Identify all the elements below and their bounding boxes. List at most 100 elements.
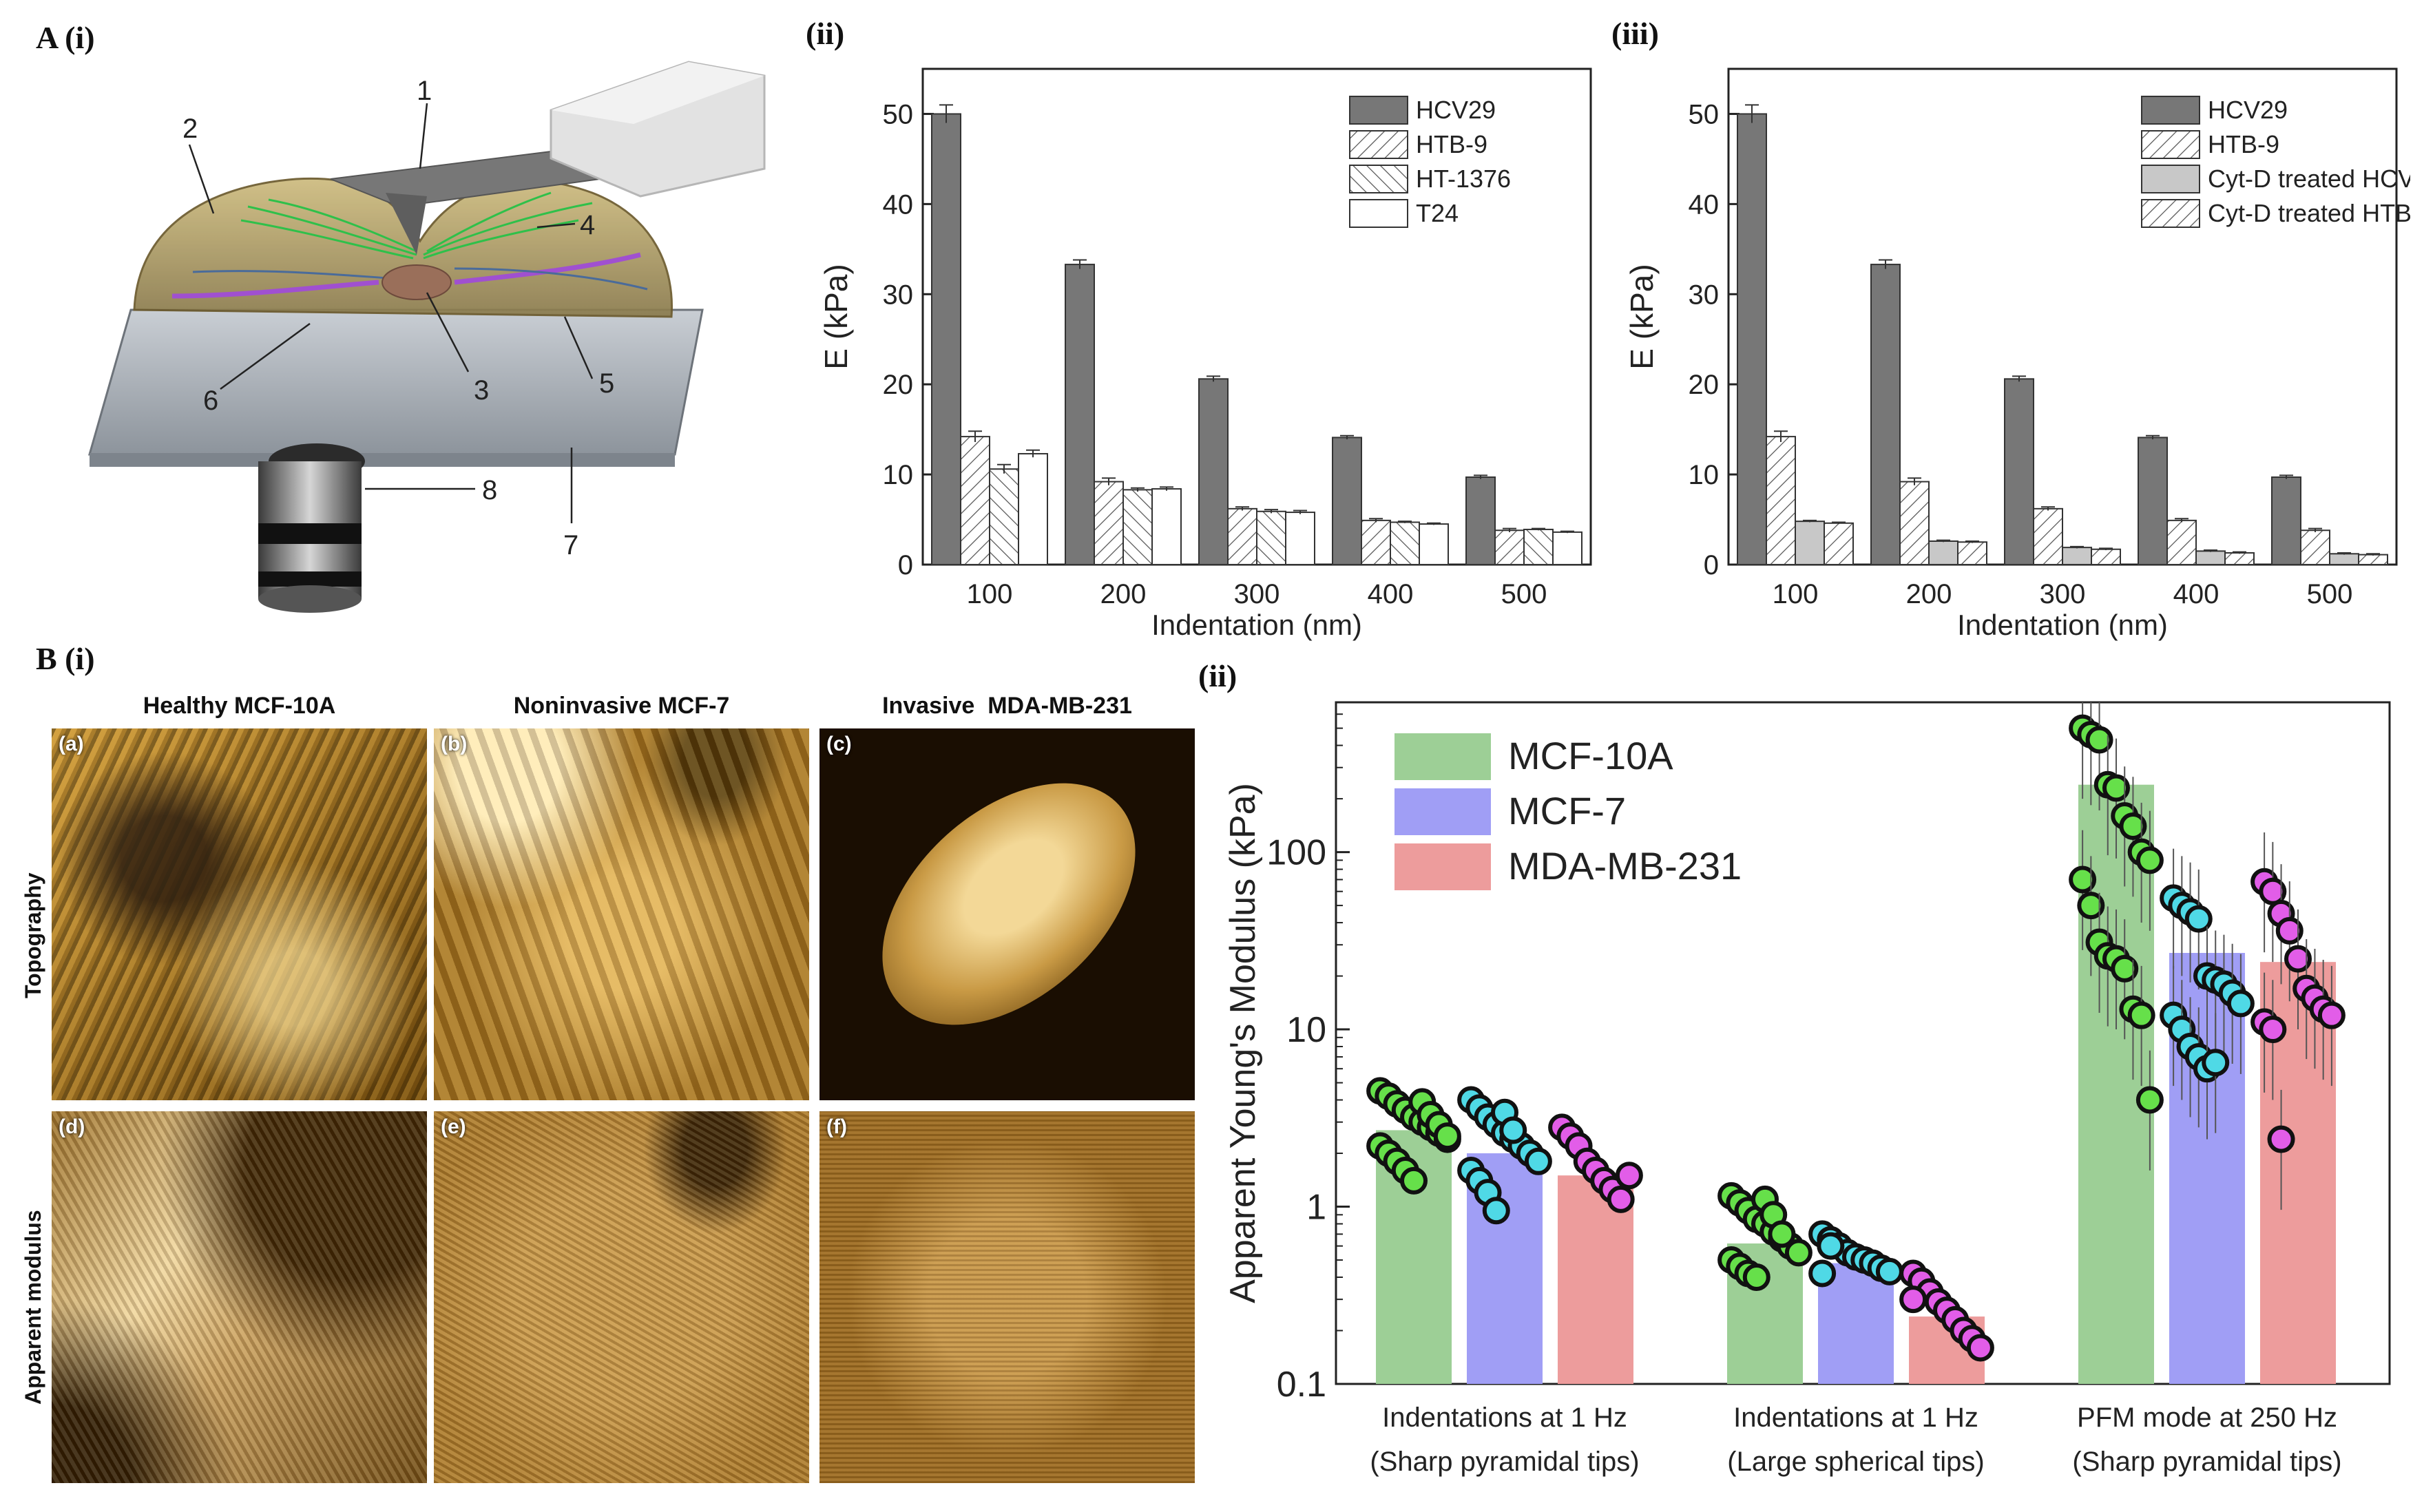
data-point <box>2317 1001 2346 1029</box>
legend-label: HTB-9 <box>2208 130 2279 158</box>
y-axis-label: Apparent Young's Modulus (kPa) <box>1223 783 1263 1303</box>
bar <box>1795 521 1825 565</box>
panel-label-a-ii: (ii) <box>806 16 845 51</box>
data-point <box>1899 1285 1928 1314</box>
callout-5: 5 <box>599 368 614 399</box>
bar-chart-a-iii: 0 10 20 30 40 50 E (kPa) 100 200 300 400 500 Indenta… <box>1624 67 2410 641</box>
tile-label-d: (d) <box>59 1115 85 1138</box>
legend-label: T24 <box>1416 199 1459 227</box>
legend-swatch <box>1349 130 1408 159</box>
callout-2: 2 <box>182 114 198 144</box>
y-tick-label: 50 <box>1689 99 1720 129</box>
bar <box>1065 264 1095 565</box>
legend-label: HT-1376 <box>1416 165 1511 193</box>
x-tick-label: 400 <box>1368 579 1414 609</box>
y-tick-label: 30 <box>883 280 914 310</box>
x-tick-label: 500 <box>2307 579 2353 609</box>
afm-tile-e: (e) <box>434 1111 809 1483</box>
actin-fibers <box>240 191 593 260</box>
bar <box>1824 522 1854 565</box>
data-point <box>1875 1257 1903 1285</box>
tile-label-f: (f) <box>826 1115 847 1138</box>
bar <box>2358 554 2388 565</box>
legend-swatch <box>2141 130 2200 159</box>
legend-label: MCF-10A <box>1508 734 1673 777</box>
callout-7: 7 <box>563 530 578 560</box>
bar <box>1494 529 1525 565</box>
bar <box>2091 548 2121 566</box>
data-point <box>2119 812 2147 840</box>
y-tick-label: 30 <box>1689 280 1720 310</box>
bar <box>1151 488 1182 566</box>
data-point <box>2102 774 2130 802</box>
data-point <box>1433 1122 1461 1151</box>
callout-4: 4 <box>580 210 595 240</box>
callout-8: 8 <box>482 475 497 505</box>
data-point <box>1817 1232 1845 1260</box>
bar <box>1018 452 1048 565</box>
legend-swatch <box>1349 199 1408 228</box>
data-point <box>1400 1166 1428 1195</box>
legend-label: MDA-MB-231 <box>1508 844 1742 888</box>
data-point <box>1784 1239 1813 1267</box>
callout-3: 3 <box>474 375 489 406</box>
column-title-noninvasive: Noninvasive MCF-7 <box>513 693 730 719</box>
nucleus <box>382 264 452 300</box>
bar <box>2329 553 2359 565</box>
panel-label-b-i: B (i) <box>36 641 95 676</box>
x-category-label: Indentations at 1 Hz <box>1733 1403 1978 1433</box>
bar <box>2195 550 2226 566</box>
x-tick-label: 100 <box>967 579 1013 609</box>
y-axis-label: E (kPa) <box>1624 264 1660 369</box>
y-tick-label: 10 <box>1689 460 1720 490</box>
legend-swatch <box>1394 733 1491 780</box>
legend-swatch <box>2141 165 2200 193</box>
bar <box>1332 437 1362 565</box>
tile-label-b: (b) <box>441 733 468 755</box>
data-point <box>1615 1162 1643 1190</box>
data-point <box>1524 1147 1552 1175</box>
y-tick-label: 10 <box>1286 1010 1326 1050</box>
data-point <box>2127 1001 2155 1029</box>
x-axis-label: Indentation (nm) <box>1957 609 2168 641</box>
bar <box>1227 507 1257 565</box>
bar <box>1737 113 1767 566</box>
data-point <box>2267 1125 2295 1153</box>
x-tick-label: 100 <box>1773 579 1819 609</box>
afm-schematic: 1 2 3 4 5 6 7 8 <box>88 61 766 613</box>
x-tick-label: 400 <box>2173 579 2219 609</box>
data-point <box>2259 1016 2287 1044</box>
bar <box>1198 378 1229 565</box>
data-point <box>2226 989 2255 1018</box>
data-point <box>2284 945 2312 973</box>
x-tick-label: 200 <box>1100 579 1147 609</box>
y-tick-label: 0 <box>1704 550 1719 580</box>
bar <box>960 436 990 565</box>
x-category-sublabel: (Sharp pyramidal tips) <box>2072 1447 2341 1477</box>
x-tick-label: 500 <box>1501 579 1547 609</box>
afm-tile-a: (a) <box>52 728 427 1100</box>
y-tick-label: 40 <box>883 189 914 220</box>
callout-6: 6 <box>203 386 218 416</box>
column-title-invasive: Invasive MDA-MB-231 <box>882 693 1132 719</box>
bar <box>989 468 1019 566</box>
bar <box>1870 264 1901 565</box>
row-title-topography: Topography <box>21 872 45 999</box>
data-point <box>2135 846 2164 874</box>
data-point <box>2069 865 2097 894</box>
legend-label: Cyt-D treated HTB-9 <box>2208 199 2410 227</box>
legend-swatch <box>2141 199 2200 228</box>
y-tick-label: 0.1 <box>1277 1365 1326 1405</box>
bar <box>1390 521 1420 565</box>
legend-swatch <box>1394 788 1491 835</box>
legend-swatch <box>1349 96 1408 125</box>
bar <box>1285 512 1315 566</box>
afm-tile-c: (c) <box>819 728 1195 1100</box>
bar <box>1419 523 1449 565</box>
data-point <box>1742 1263 1770 1291</box>
data-point <box>2077 892 2105 920</box>
x-tick-label: 300 <box>1234 579 1280 609</box>
bar <box>1361 519 1391 566</box>
bar-chart-a-ii: 0 10 20 30 40 50 E (kPa) 100 200 300 400 500 Indenta… <box>818 67 1592 641</box>
bar <box>2300 529 2330 565</box>
